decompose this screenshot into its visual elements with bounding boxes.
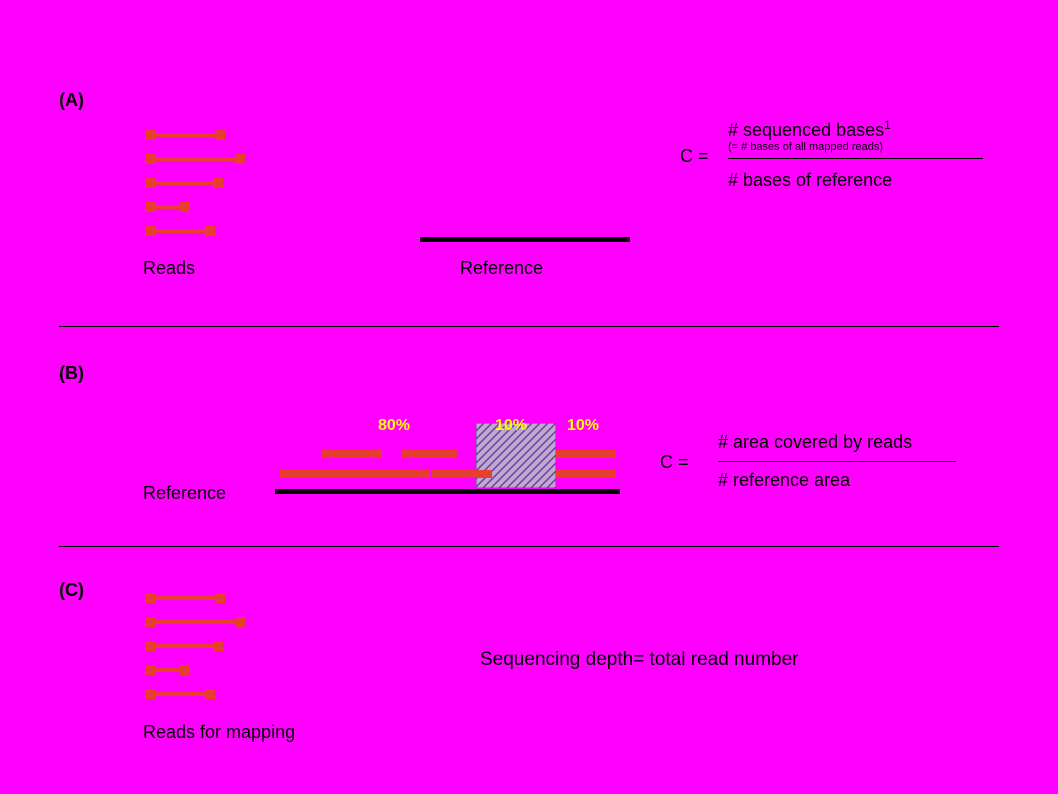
mapped-read <box>556 450 616 458</box>
reads-label-c: Reads for mapping <box>143 722 295 743</box>
reference-line-b <box>275 489 620 494</box>
read-shape <box>145 666 190 674</box>
read-shape <box>145 131 225 139</box>
reads-label-a: Reads <box>143 258 195 279</box>
reference-line-a <box>420 237 630 242</box>
mapped-read <box>345 470 430 478</box>
read-shape <box>145 155 245 163</box>
read-shape <box>145 642 223 650</box>
formula-a-den: # bases of reference <box>728 170 892 191</box>
formula-a-divline <box>728 158 983 159</box>
panel-b-label: (B) <box>59 363 84 384</box>
read-shape <box>145 227 215 235</box>
mapped-read <box>432 470 492 478</box>
divider-ab <box>59 326 999 327</box>
reference-label-a: Reference <box>460 258 543 279</box>
sequencing-depth-text: Sequencing depth= total read number <box>480 649 798 671</box>
percent-label: 80% <box>378 417 410 435</box>
formula-b-num: # area covered by reads <box>718 432 912 453</box>
percent-label: 10% <box>567 417 599 435</box>
panel-c-label: (C) <box>59 580 84 601</box>
formula-a-subtext: (= # bases of all mapped reads) <box>728 141 883 153</box>
mapped-read <box>402 450 457 458</box>
percent-label: 10% <box>495 417 527 435</box>
mapped-read <box>556 470 616 478</box>
formula-b-divline <box>718 461 956 462</box>
read-shape <box>145 203 190 211</box>
divider-bc <box>59 546 999 547</box>
formula-b-eq: C = <box>660 452 689 473</box>
formula-b-den: # reference area <box>718 470 850 491</box>
read-shape <box>145 618 245 626</box>
read-shape <box>145 690 215 698</box>
panel-a-label: (A) <box>59 90 84 111</box>
read-shape <box>145 179 223 187</box>
mapped-read <box>280 470 345 478</box>
formula-a-eq: C = <box>680 146 709 167</box>
formula-a-num: # sequenced bases1 <box>728 118 891 141</box>
read-shape <box>145 594 225 602</box>
reference-label-b: Reference <box>143 483 226 504</box>
mapped-read <box>322 450 382 458</box>
